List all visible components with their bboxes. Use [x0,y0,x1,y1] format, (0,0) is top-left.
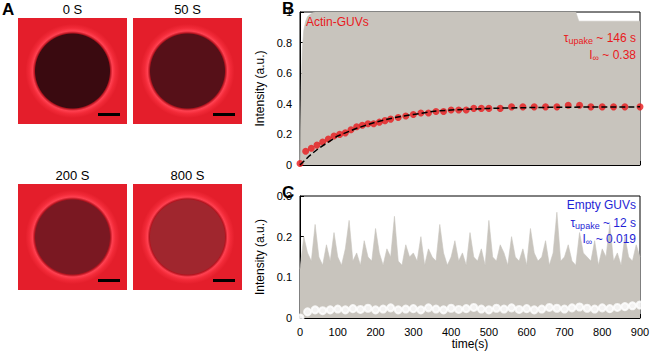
svg-text:0: 0 [297,326,303,338]
svg-text:0.6: 0.6 [277,67,292,79]
svg-text:900: 900 [631,326,649,338]
svg-text:400: 400 [442,326,460,338]
svg-text:B: B [282,0,294,18]
html-text:0 S: 0 S [62,2,83,17]
svg-text:300: 300 [404,326,422,338]
svg-text:Intensity (a.u.): Intensity (a.u.) [253,50,267,126]
svg-text:100: 100 [329,326,347,338]
svg-text:600: 600 [517,326,535,338]
svg-text:0: 0 [286,159,292,171]
svg-text:C: C [282,183,294,202]
svg-text:Empty GUVs: Empty GUVs [567,198,636,212]
svg-text:~ 0.019: ~ 0.019 [592,232,636,246]
svg-text:0.1: 0.1 [277,271,292,283]
svg-text:upake: upake [568,36,593,46]
svg-text:upake: upake [575,221,600,231]
svg-text:700: 700 [555,326,573,338]
svg-text:200: 200 [366,326,384,338]
svg-text:0.2: 0.2 [277,231,292,243]
svg-text:~ 0.38: ~ 0.38 [599,48,636,62]
svg-text:0.4: 0.4 [277,98,292,110]
svg-text:Intensity (a.u.): Intensity (a.u.) [253,219,267,295]
svg-text:~ 12 s: ~ 12 s [600,216,636,230]
svg-text:0.2: 0.2 [277,128,292,140]
svg-text:Actin-GUVs: Actin-GUVs [306,15,369,29]
svg-text:800: 800 [593,326,611,338]
svg-text:500: 500 [480,326,498,338]
svg-text:τ: τ [570,215,576,230]
svg-text:~ 146 s: ~ 146 s [593,31,636,45]
html-text:I∞: I∞ [582,231,593,247]
html-text:A: A [2,0,15,19]
html-text:50 S: 50 S [174,2,201,17]
html-text:200 S: 200 S [55,168,90,183]
html-text:800 S: 800 S [170,168,205,183]
svg-text:0.8: 0.8 [277,37,292,49]
svg-text:0: 0 [286,312,292,324]
html-text:I∞: I∞ [589,47,599,63]
svg-text:time(s): time(s) [452,337,489,351]
svg-text:τ: τ [563,30,569,45]
